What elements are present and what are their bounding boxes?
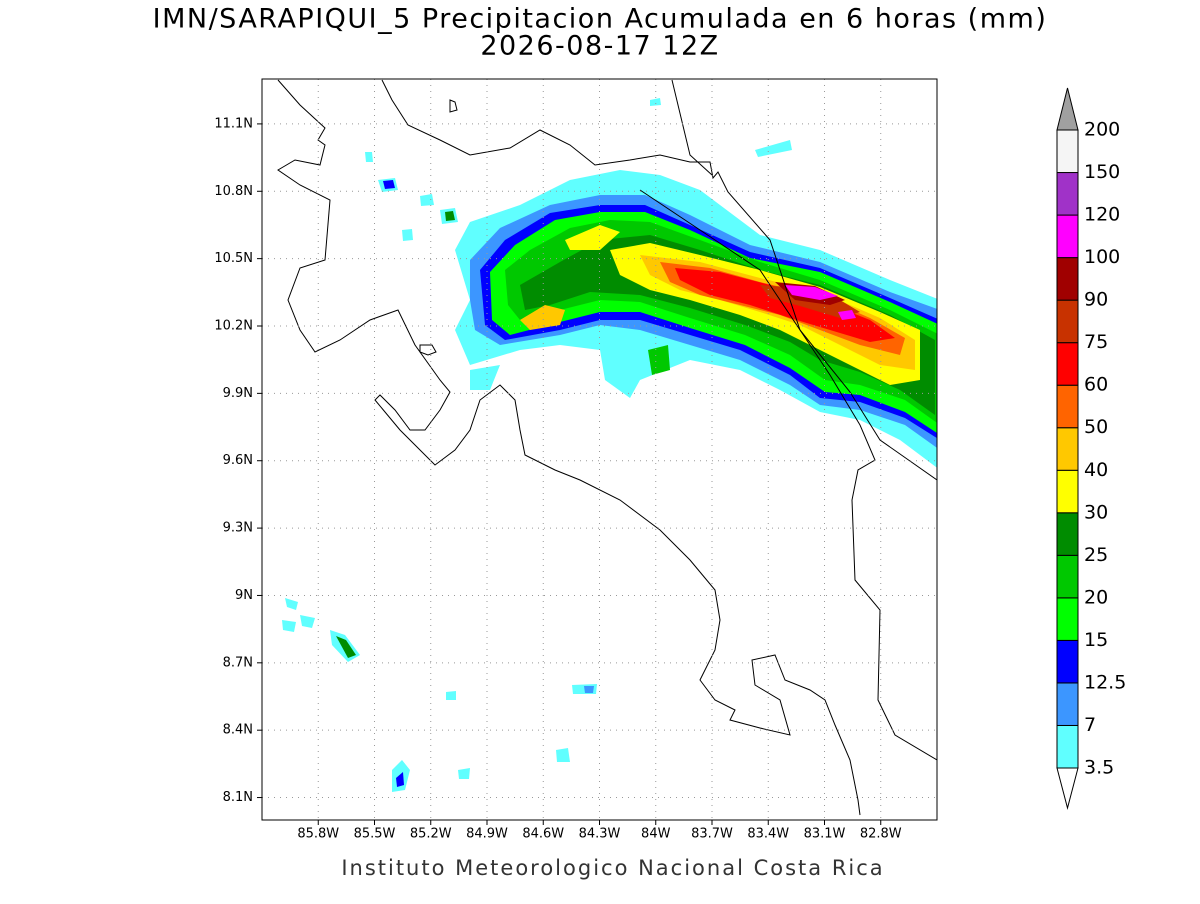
lat-tick-label: 8.1N [223, 790, 253, 805]
lon-tick-label: 84.6W [522, 827, 564, 842]
colorbar-label: 100 [1084, 246, 1120, 268]
colorbar-box [1056, 597, 1079, 641]
lon-tick-label: 82.8W [860, 827, 902, 842]
colorbar-box [1056, 257, 1079, 301]
colorbar-label: 7 [1084, 714, 1096, 736]
colorbar-label: 50 [1084, 416, 1108, 438]
map-subtitle: 2026-08-17 12Z [480, 31, 719, 62]
lon-tick-label: 84.3W [579, 827, 621, 842]
colorbar-triangle [1056, 87, 1079, 131]
lat-tick-label: 8.7N [223, 655, 253, 670]
map-area [257, 78, 938, 825]
colorbar-label: 12.5 [1084, 671, 1126, 693]
lat-tick-label: 10.2N [214, 319, 253, 334]
lat-tick-label: 8.4N [223, 723, 253, 738]
lon-tick-label: 83.7W [691, 827, 733, 842]
colorbar-label: 30 [1084, 501, 1108, 523]
colorbar-label: 120 [1084, 204, 1120, 226]
colorbar-label: 3.5 [1084, 757, 1114, 779]
colorbar-box [1056, 724, 1079, 769]
lon-tick-label: 85.2W [410, 827, 452, 842]
lat-tick-label: 9.6N [223, 453, 253, 468]
colorbar-box [1056, 342, 1079, 386]
colorbar-box [1056, 512, 1079, 556]
lat-tick-label: 10.5N [214, 251, 253, 266]
map-frame [261, 78, 938, 821]
lon-tick-label: 85.8W [297, 827, 339, 842]
colorbar-label: 200 [1084, 119, 1120, 141]
colorbar-label: 90 [1084, 289, 1108, 311]
lon-tick-label: 85.5W [354, 827, 396, 842]
lat-tick-label: 9.3N [223, 521, 253, 536]
lat-tick-label: 9N [235, 588, 253, 603]
lon-tick-label: 83.4W [747, 827, 789, 842]
colorbar-label: 20 [1084, 586, 1108, 608]
colorbar-box [1056, 384, 1079, 429]
lat-tick-label: 10.8N [214, 184, 253, 199]
colorbar-box [1056, 682, 1079, 726]
colorbar-box [1056, 427, 1079, 471]
lon-tick-label: 84W [641, 827, 671, 842]
colorbar-box [1056, 129, 1079, 174]
lat-tick-label: 9.9N [223, 386, 253, 401]
colorbar-box [1056, 639, 1079, 684]
lon-tick-label: 84.9W [466, 827, 508, 842]
colorbar-box [1056, 214, 1079, 259]
coastlines [277, 79, 937, 816]
colorbar-box [1056, 299, 1079, 344]
colorbar-label: 150 [1084, 161, 1120, 183]
colorbar-label: 40 [1084, 459, 1108, 481]
colorbar-box [1056, 469, 1079, 514]
colorbar-label: 75 [1084, 331, 1108, 353]
lon-tick-label: 83.1W [804, 827, 846, 842]
lat-tick-label: 11.1N [214, 116, 253, 131]
colorbar-box [1056, 172, 1079, 216]
map-title: IMN/SARAPIQUI_5 Precipitacion Acumulada … [153, 4, 1048, 35]
colorbar-box [1056, 554, 1079, 599]
colorbar-label: 25 [1084, 544, 1108, 566]
colorbar-label: 15 [1084, 629, 1108, 651]
footer: Instituto Meteorologico Nacional Costa R… [341, 856, 884, 880]
colorbar-label: 60 [1084, 374, 1108, 396]
